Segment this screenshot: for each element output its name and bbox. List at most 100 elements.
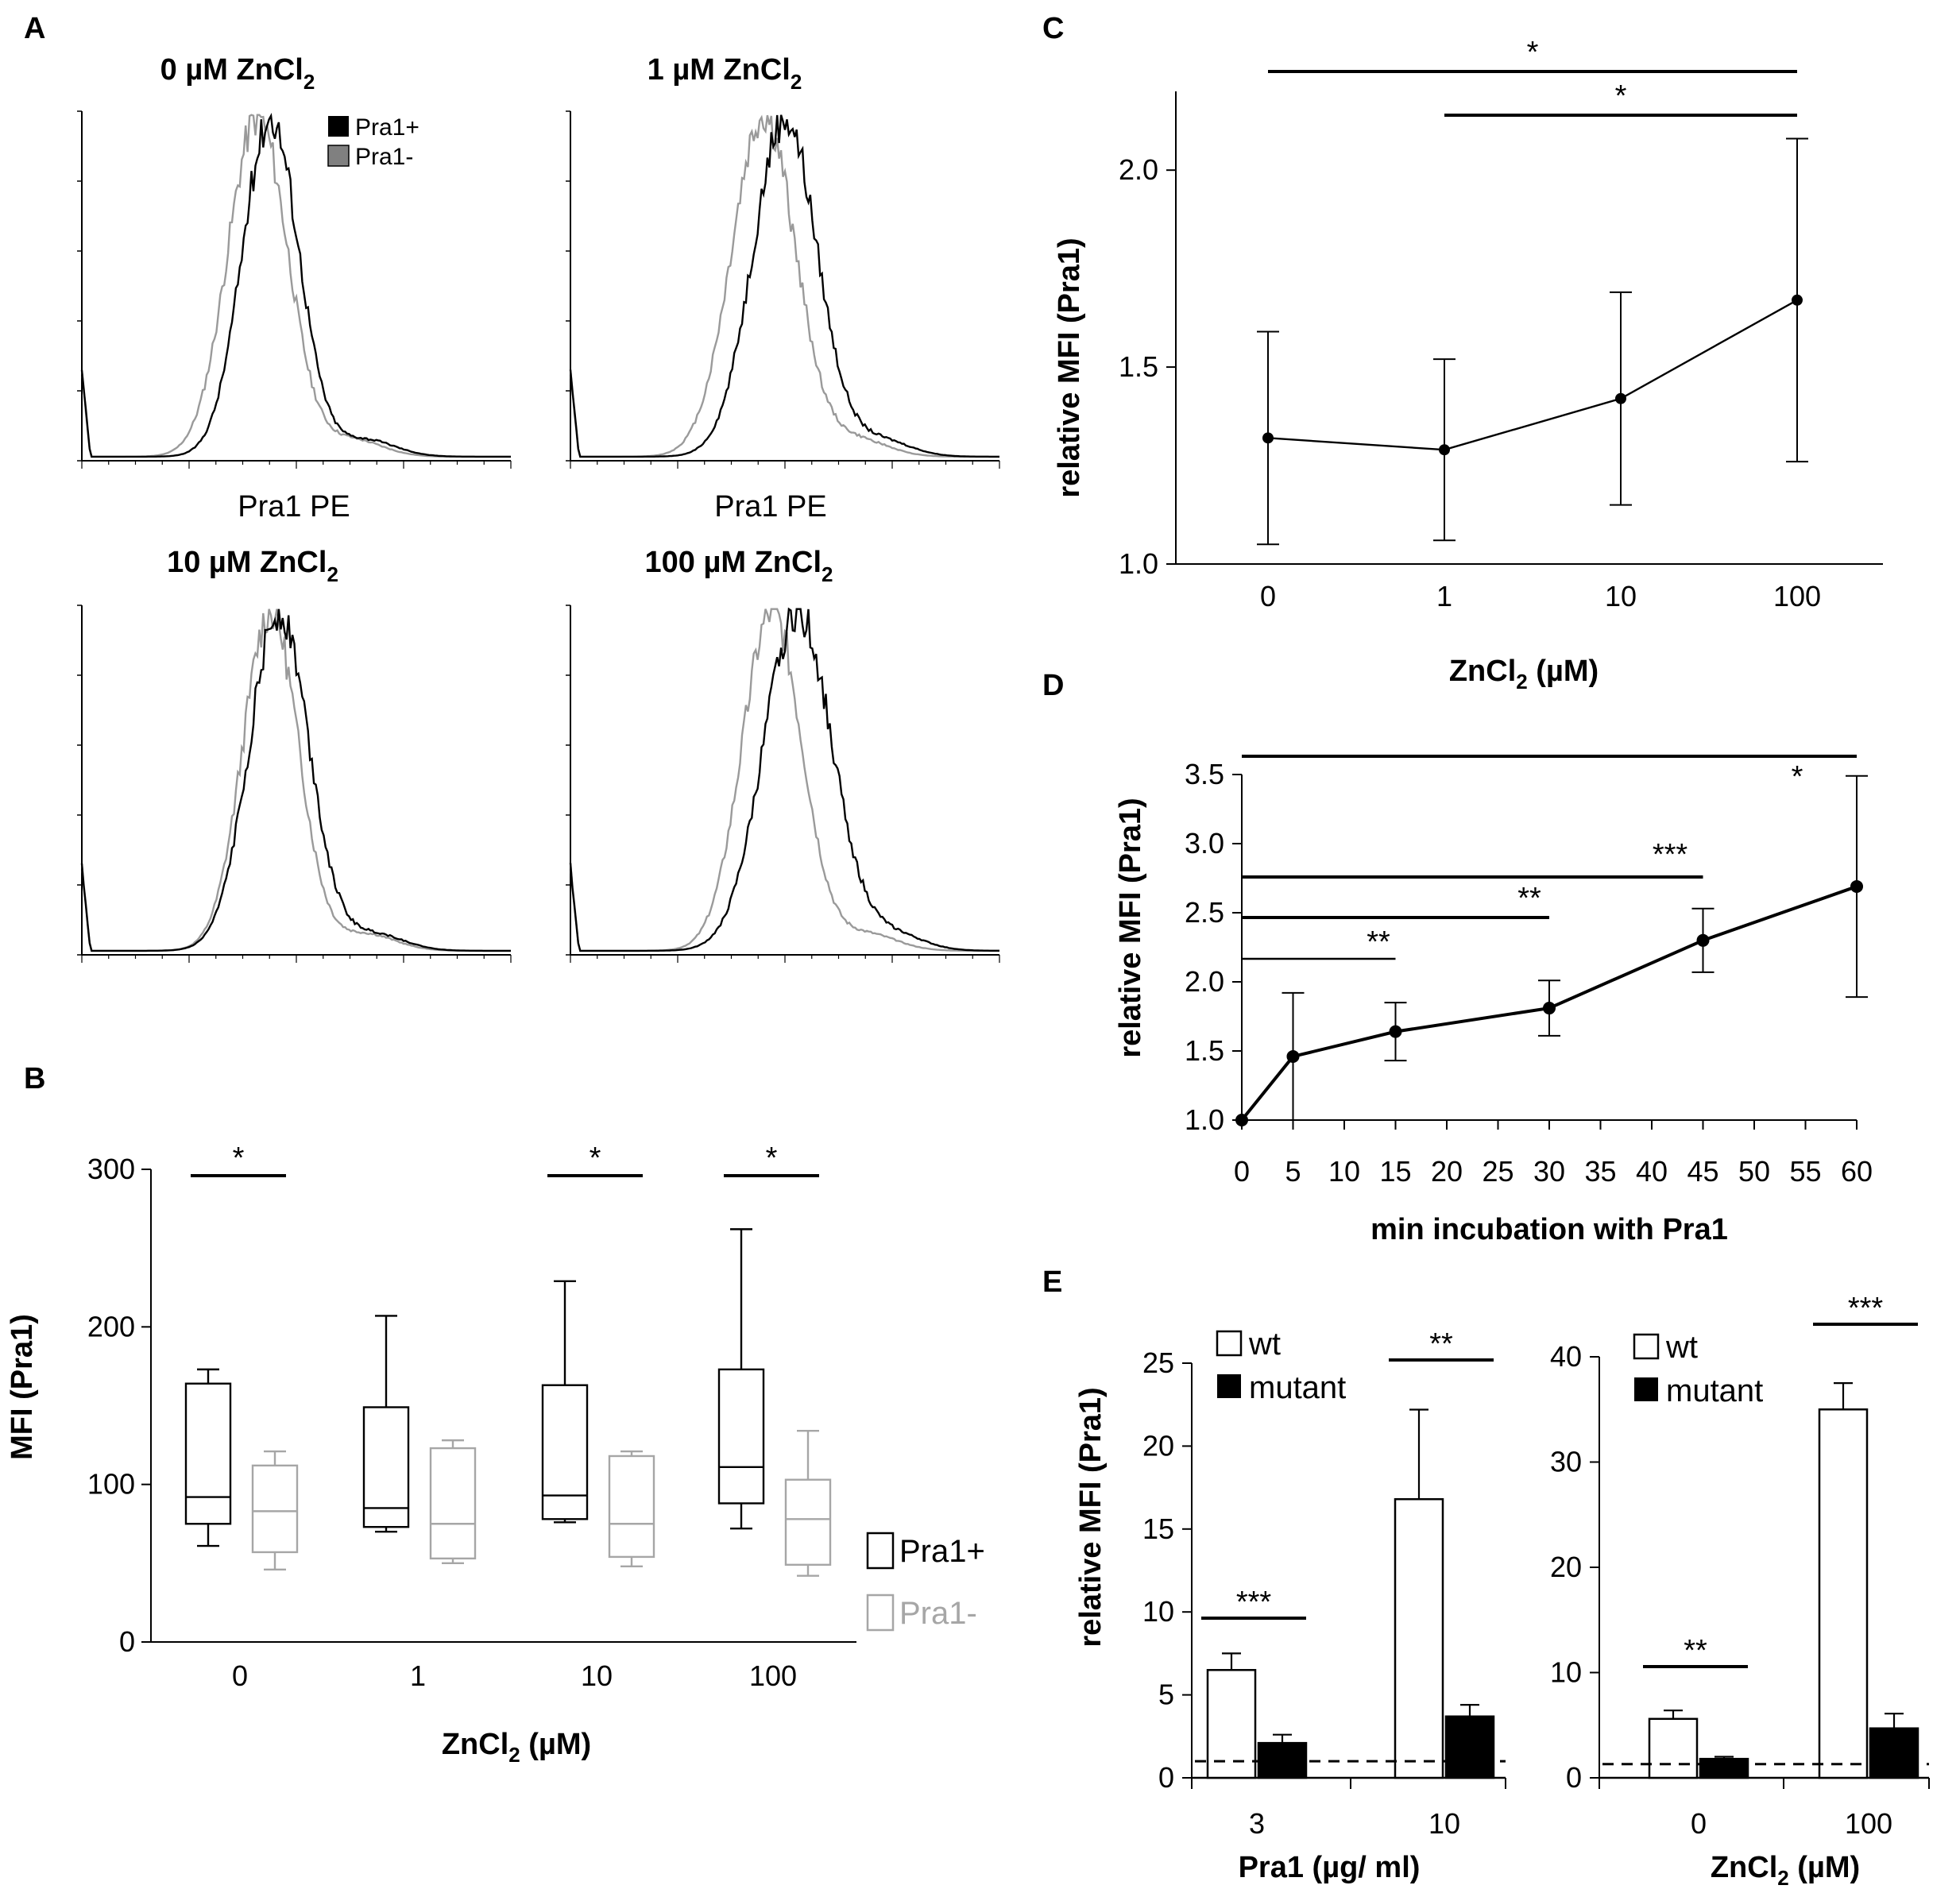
- box-pra1-pos: [362, 1406, 410, 1528]
- box-pra1-pos: [184, 1382, 232, 1525]
- x-tick-label: 0: [1260, 580, 1276, 612]
- data-point: [1792, 294, 1803, 306]
- legend-swatch-pra1-neg: [866, 1594, 895, 1632]
- significance-label: **: [1684, 1634, 1707, 1667]
- legend-swatch-mutant: [1217, 1374, 1241, 1398]
- x-tick-label: 10: [1605, 580, 1637, 612]
- y-tick-label: 2.0: [1185, 965, 1224, 998]
- x-tick-label: 30: [1533, 1155, 1565, 1188]
- y-tick-label: 1.0: [1185, 1103, 1224, 1136]
- x-axis-title: min incubation with Pra1: [1370, 1213, 1728, 1246]
- panel-label-b: B: [24, 1062, 45, 1095]
- significance-label: **: [1429, 1327, 1453, 1361]
- y-tick-label: 15: [1142, 1512, 1174, 1545]
- bar-mutant: [1444, 1715, 1495, 1779]
- significance-label: *: [1615, 79, 1627, 113]
- panel-label-a: A: [24, 12, 45, 45]
- bar-mutant: [1699, 1757, 1749, 1779]
- box-pra1-pos: [717, 1368, 765, 1505]
- x-tick-label: 1: [410, 1659, 426, 1692]
- y-axis-title: MFI (Pra1): [6, 1314, 39, 1460]
- histogram-title: 10 µM ZnCl2: [167, 546, 338, 586]
- y-axis-title: relative MFI (Pra1): [1053, 238, 1086, 497]
- legend-label-pra1-pos: Pra1+: [899, 1534, 985, 1569]
- legend-label-wt: wt: [1248, 1327, 1281, 1362]
- y-tick-label: 0: [1566, 1761, 1582, 1794]
- histogram-0um: 0 µM ZnCl2 Pra1 PE: [77, 53, 512, 523]
- data-point: [1543, 1002, 1556, 1015]
- y-tick-label: 0: [1158, 1761, 1174, 1794]
- panel-label-e: E: [1042, 1265, 1062, 1299]
- y-axis-title: relative MFI (Pra1): [1074, 1387, 1108, 1647]
- x-tick-label: 100: [1773, 580, 1821, 612]
- histogram-curve-pra1-neg: [80, 114, 511, 458]
- y-tick-label: 2.0: [1119, 153, 1158, 186]
- x-tick-label: 0: [1691, 1807, 1707, 1840]
- x-tick-label: 1: [1436, 580, 1452, 612]
- significance-label: ***: [1653, 838, 1688, 871]
- x-tick-label: 25: [1482, 1155, 1513, 1188]
- x-tick-label: 0: [232, 1659, 248, 1692]
- y-tick-label: 1.0: [1119, 547, 1158, 580]
- histogram-curve-pra1-pos: [569, 607, 999, 952]
- panel-c-line-chart: relative MFI (Pra1) ZnCl2 (µM) 1.0 1.5 2.0…: [1053, 36, 1883, 693]
- y-tick-label: 100: [87, 1468, 135, 1501]
- bar-wt: [1206, 1669, 1257, 1779]
- data-point: [1850, 879, 1863, 893]
- histogram-100um: 100 µM ZnCl2: [566, 546, 1000, 963]
- y-tick-label: 300: [87, 1153, 135, 1185]
- panel-d-line-chart: relative MFI (Pra1) min incubation with …: [1114, 755, 1873, 1246]
- legend-swatch-pra1-neg: [327, 145, 350, 167]
- legend-label-pra1-pos: Pra1+: [355, 114, 419, 141]
- x-tick-label: 55: [1789, 1155, 1821, 1188]
- y-tick-label: 200: [87, 1310, 135, 1342]
- panel-e-bar-charts: relative MFI (Pra1) Pra1 (µg/ ml) ZnCl2 …: [1074, 1292, 1930, 1890]
- y-tick-label: 1.5: [1119, 350, 1158, 383]
- y-tick-label: 10: [1550, 1656, 1582, 1689]
- legend-swatch-wt: [1216, 1330, 1243, 1357]
- histogram-curve-pra1-pos: [569, 114, 999, 458]
- significance-label: **: [1517, 882, 1541, 915]
- x-axis-title-e2: ZnCl2 (µM): [1711, 1851, 1860, 1890]
- series-line: [1240, 885, 1858, 1122]
- bar-wt: [1648, 1717, 1699, 1779]
- data-point: [1389, 1025, 1402, 1038]
- legend-swatch-pra1-pos: [866, 1532, 895, 1570]
- x-tick-label: 15: [1379, 1155, 1411, 1188]
- series-line: [1267, 299, 1798, 451]
- significance-label: *: [590, 1142, 601, 1175]
- y-tick-label: 3.0: [1185, 827, 1224, 860]
- x-tick-label: 35: [1584, 1155, 1616, 1188]
- histogram-title: 1 µM ZnCl2: [648, 53, 802, 94]
- histogram-10um: 10 µM ZnCl2: [77, 546, 512, 963]
- legend-swatch-pra1-pos: [328, 116, 349, 137]
- histogram-x-label: Pra1 PE: [238, 490, 350, 523]
- histogram-x-label: Pra1 PE: [714, 490, 827, 523]
- box-pra1-neg: [784, 1478, 832, 1567]
- histogram-title: 100 µM ZnCl2: [645, 546, 833, 586]
- y-tick-label: 0: [119, 1625, 135, 1658]
- x-tick-label: 100: [749, 1659, 797, 1692]
- y-tick-label: 25: [1142, 1346, 1174, 1379]
- bar-wt: [1394, 1497, 1444, 1779]
- histogram-curve-pra1-pos: [80, 608, 511, 952]
- box-pra1-neg: [608, 1455, 655, 1559]
- data-point: [1286, 1049, 1300, 1063]
- y-tick-label: 5: [1158, 1679, 1174, 1711]
- significance-label: *: [233, 1142, 245, 1175]
- y-tick-label: 20: [1142, 1429, 1174, 1462]
- x-axis-title-e1: Pra1 (µg/ ml): [1239, 1851, 1421, 1884]
- data-point: [1696, 933, 1710, 947]
- panel-b-boxplot: MFI (Pra1) ZnCl2 (µM) 0 100 200 300 0 1 10 100 *…: [6, 1142, 985, 1767]
- bar-mutant: [1869, 1727, 1919, 1779]
- y-tick-label: 3.5: [1185, 758, 1224, 790]
- significance-label: *: [1792, 760, 1803, 794]
- x-axis-title: ZnCl2 (µM): [442, 1728, 591, 1767]
- x-tick-label: 0: [1234, 1155, 1250, 1188]
- x-axis-title: ZnCl2 (µM): [1449, 655, 1599, 693]
- box-pra1-neg: [429, 1447, 477, 1560]
- box-pra1-pos: [541, 1384, 589, 1520]
- y-tick-label: 2.5: [1185, 896, 1224, 929]
- y-axis-title: relative MFI (Pra1): [1114, 798, 1147, 1057]
